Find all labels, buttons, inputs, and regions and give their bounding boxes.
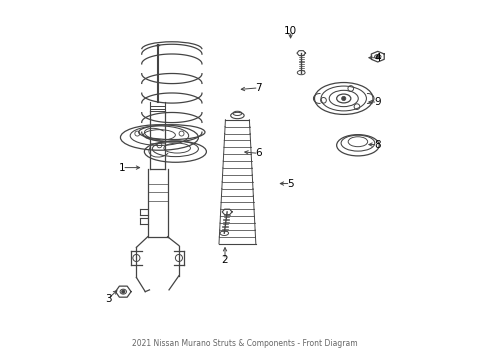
Text: 4: 4 (373, 53, 380, 63)
Circle shape (121, 290, 125, 293)
Circle shape (375, 55, 379, 58)
Text: 3: 3 (104, 294, 111, 304)
Circle shape (341, 96, 345, 100)
Text: 2021 Nissan Murano Struts & Components - Front Diagram: 2021 Nissan Murano Struts & Components -… (131, 339, 357, 348)
Text: 10: 10 (284, 26, 297, 36)
Text: 6: 6 (255, 148, 262, 158)
Text: 5: 5 (286, 179, 293, 189)
Text: 9: 9 (373, 97, 380, 107)
Text: 7: 7 (255, 83, 262, 93)
Text: 8: 8 (373, 140, 380, 149)
Text: 2: 2 (221, 255, 228, 265)
Text: 1: 1 (119, 163, 125, 172)
